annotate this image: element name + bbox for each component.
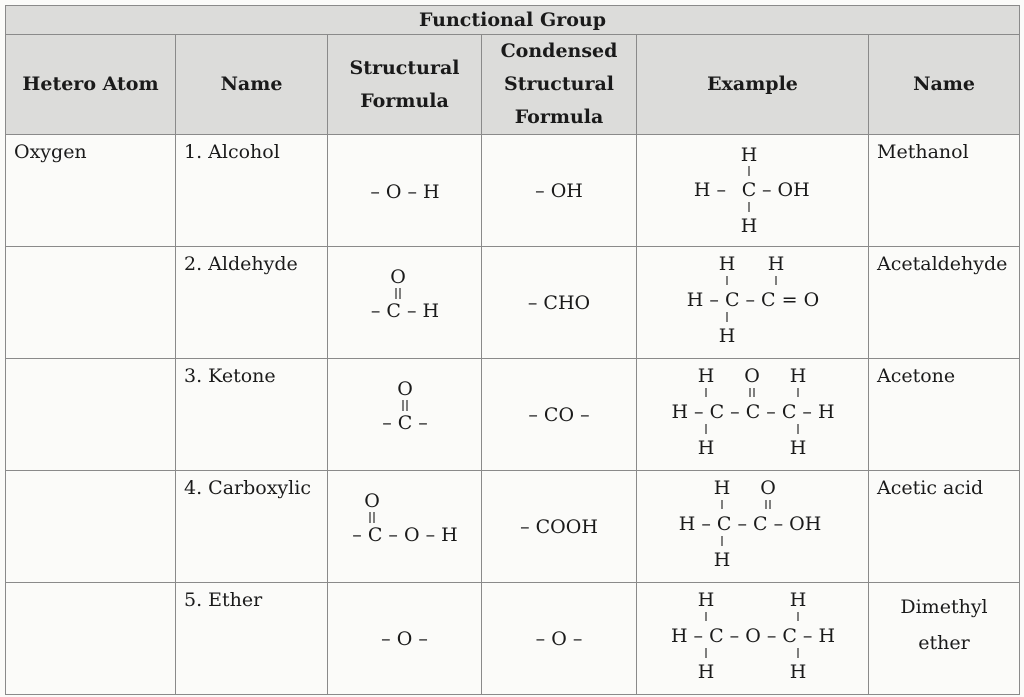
atom-h-bottom: H xyxy=(718,325,735,347)
atom-h-top-1: H xyxy=(718,253,735,275)
example-name-cell: Acetaldehyde xyxy=(867,246,1021,359)
table-row: 5. Ether – O – – O – H H H – C – O – C –… xyxy=(5,582,1021,695)
atom-o-top: O xyxy=(744,365,760,387)
col-hetero-atom: Hetero Atom xyxy=(5,34,176,135)
condensed-formula-cell: – COOH xyxy=(481,470,637,583)
condensed-formula-cell: – O – xyxy=(481,582,637,695)
structure-mid: H – C – C – OH xyxy=(678,513,821,535)
hetero-atom-cell xyxy=(5,582,176,695)
atom-h-bottom: H xyxy=(740,215,757,237)
atom-h-top-1: H xyxy=(697,589,714,611)
structural-mid: – O – H xyxy=(370,181,439,203)
col-condensed-line2: Structural xyxy=(503,73,615,95)
structural-formula-cell: O – C – H xyxy=(327,246,482,359)
col-example-name: Name xyxy=(867,34,1021,135)
col-structural-formula: Structural Formula xyxy=(327,34,482,135)
structural-formula-diagram: O – C – xyxy=(382,378,428,434)
structural-formula-cell: O – C – xyxy=(327,358,482,471)
col-condensed-formula: Condensed Structural Formula xyxy=(481,34,637,135)
structural-formula-cell: – O – H xyxy=(327,134,482,247)
acetaldehyde-structure: H H H – C – C = O H xyxy=(686,253,818,347)
atom-o: O xyxy=(364,490,380,512)
table-row: 2. Aldehyde O – C – H – CHO H H H – C – … xyxy=(5,246,1021,359)
atom-h-top-2: H xyxy=(789,365,806,387)
atom-h-bottom: H xyxy=(713,549,730,571)
atom-h-bottom-2: H xyxy=(789,437,806,459)
column-header-row: Hetero Atom Name Structural Formula Cond… xyxy=(5,34,1021,135)
atom-h-bottom-2: H xyxy=(789,661,806,683)
example-name-line2: ether xyxy=(918,632,970,654)
name-cell: 4. Carboxylic xyxy=(175,470,328,583)
atom-oh: – OH xyxy=(762,179,810,201)
example-cell: H H H – C – C = O H xyxy=(636,246,869,359)
condensed-formula-cell: – CO – xyxy=(481,358,637,471)
condensed-formula-cell: – CHO xyxy=(481,246,637,359)
name-cell: 1. Alcohol xyxy=(175,134,328,247)
dimethyl-ether-structure: H H H – C – O – C – H H H xyxy=(670,589,834,683)
structural-formula-diagram: O – C – H xyxy=(370,266,438,322)
col-condensed-line3: Formula xyxy=(514,106,604,128)
structural-formula-diagram: – O – H xyxy=(370,181,439,203)
hetero-atom-cell xyxy=(5,470,176,583)
name-cell: 2. Aldehyde xyxy=(175,246,328,359)
example-cell: H O H – C – C – OH H xyxy=(636,470,869,583)
example-name-cell: Acetone xyxy=(867,358,1021,471)
col-example: Example xyxy=(636,34,869,135)
col-structural-line2: Formula xyxy=(360,89,449,112)
name-cell: 5. Ether xyxy=(175,582,328,695)
atom-h-top-1: H xyxy=(697,365,714,387)
structure-mid: H – C – C = O xyxy=(686,289,818,311)
hetero-atom-cell xyxy=(5,246,176,359)
atom-h-top: H xyxy=(740,144,757,166)
acetic-acid-structure: H O H – C – C – OH H xyxy=(678,477,821,571)
atom-h-bottom-1: H xyxy=(697,437,714,459)
structural-mid: – C – O – H xyxy=(352,524,457,546)
atom-o: O xyxy=(390,266,406,288)
group-header-row: Functional Group xyxy=(4,5,1021,35)
structural-formula-cell: – O – xyxy=(327,582,482,695)
example-cell: H H H – C – O – C – H H H xyxy=(636,582,869,695)
structure-mid: H – C – C – C – H xyxy=(671,401,834,423)
atom-h-top: H xyxy=(713,477,730,499)
structural-formula-diagram: O – C – O – H xyxy=(352,490,457,546)
hetero-atom-cell: Oxygen xyxy=(5,134,176,247)
structural-mid: – C – H xyxy=(370,300,438,322)
table-row: 4. Carboxylic O – C – O – H – COOH H O H… xyxy=(5,470,1021,583)
table-row: 3. Ketone O – C – – CO – H O H H – C – C… xyxy=(5,358,1021,471)
atom-c: C xyxy=(741,179,756,201)
col-structural-line1: Structural xyxy=(349,56,460,79)
atom-h-left: H – xyxy=(693,179,725,201)
example-name-cell: Methanol xyxy=(867,134,1021,247)
col-name: Name xyxy=(175,34,328,135)
group-header: Functional Group xyxy=(4,5,1021,35)
structural-formula-cell: O – C – O – H xyxy=(327,470,482,583)
atom-h-top-2: H xyxy=(767,253,784,275)
hetero-atom-cell xyxy=(5,358,176,471)
structure-mid: H – C – O – C – H xyxy=(670,625,834,647)
atom-o-top: O xyxy=(760,477,776,499)
example-name-cell: Dimethyl ether xyxy=(867,582,1021,695)
acetone-structure: H O H H – C – C – C – H H H xyxy=(671,365,834,459)
col-condensed-line1: Condensed xyxy=(500,40,618,62)
atom-o: O xyxy=(397,378,413,400)
condensed-formula-cell: – OH xyxy=(481,134,637,247)
example-name-cell: Acetic acid xyxy=(867,470,1021,583)
atom-h-top-2: H xyxy=(789,589,806,611)
methanol-structure: H H – C – OH H xyxy=(693,144,810,237)
example-cell: H O H H – C – C – C – H H H xyxy=(636,358,869,471)
example-name-line1: Dimethyl xyxy=(900,596,988,618)
atom-h-bottom-1: H xyxy=(697,661,714,683)
example-cell: H H – C – OH H xyxy=(636,134,869,247)
table-row: Oxygen 1. Alcohol – O – H – OH H H – C –… xyxy=(5,134,1021,247)
functional-group-table: Functional Group Hetero Atom Name Struct… xyxy=(4,5,1021,695)
name-cell: 3. Ketone xyxy=(175,358,328,471)
structural-mid: – C – xyxy=(382,412,428,434)
